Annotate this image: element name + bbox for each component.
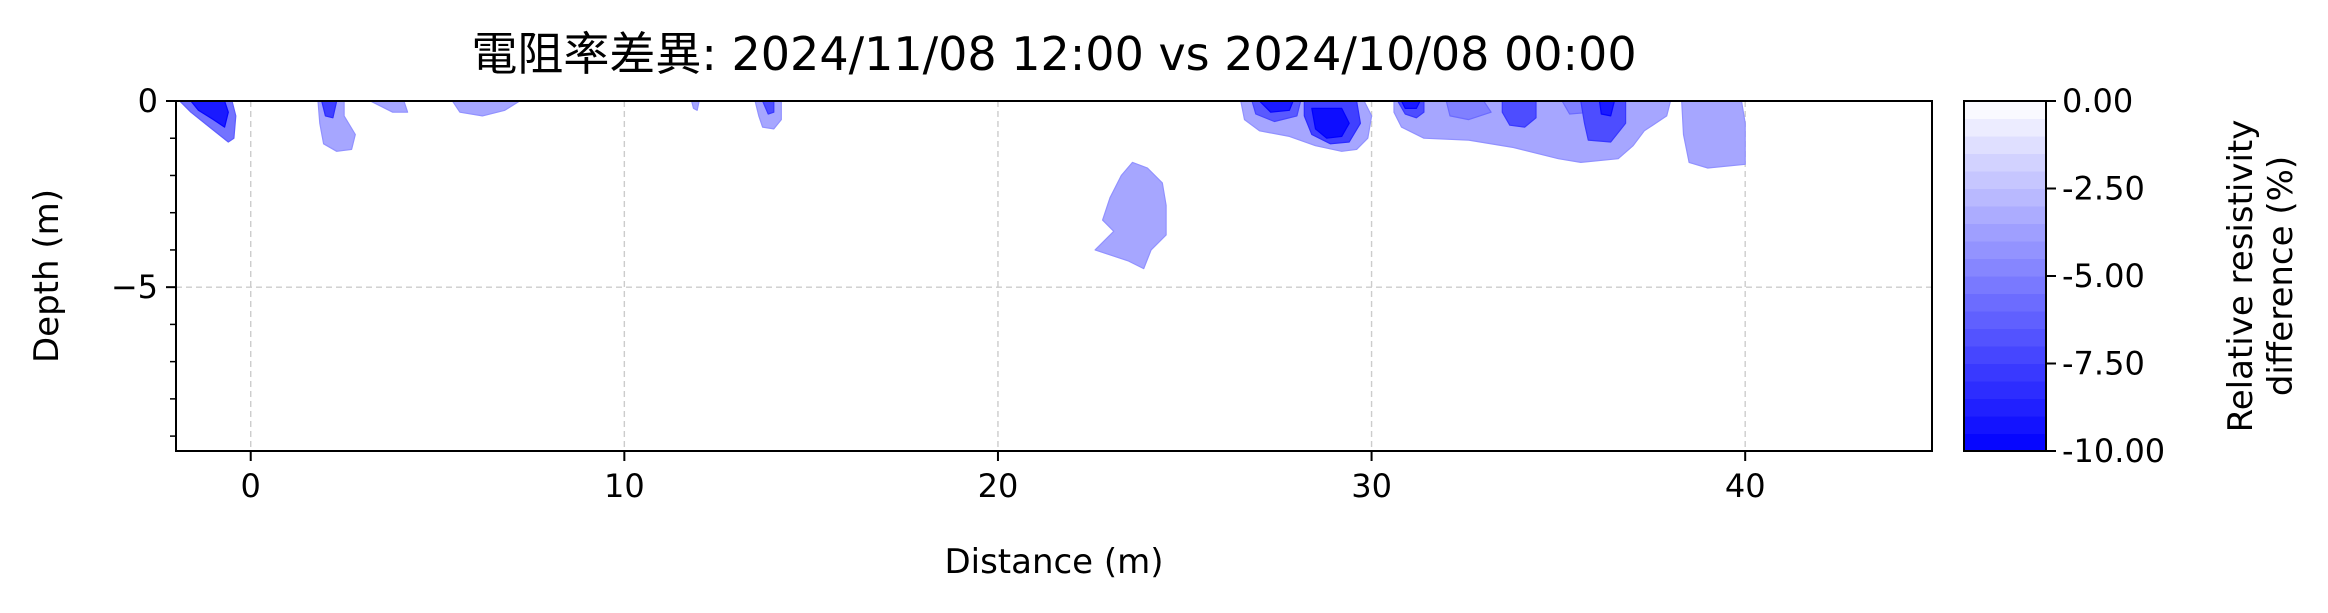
chart-title: 電阻率差異: 2024/11/08 12:00 vs 2024/10/08 00… bbox=[471, 27, 1636, 81]
x-tick-label: 40 bbox=[1725, 467, 1766, 505]
colorbar-band bbox=[1964, 381, 2046, 399]
colorbar-tick-label: -10.00 bbox=[2062, 432, 2165, 470]
region-anomaly-x34 bbox=[1501, 101, 1537, 128]
colorbar-tick-label: -5.00 bbox=[2062, 257, 2145, 295]
colorbar-band bbox=[1964, 276, 2046, 294]
colorbar-tick-label: -7.50 bbox=[2062, 345, 2145, 383]
region-anomaly-x36-core bbox=[1598, 101, 1616, 117]
y-axis-title: Depth (m) bbox=[27, 189, 67, 363]
region-anomaly-x14 bbox=[754, 101, 782, 130]
colorbar-label-line2: difference (%) bbox=[2261, 156, 2301, 396]
colorbar-band bbox=[1964, 346, 2046, 364]
plot-background bbox=[176, 101, 1932, 451]
x-tick-label: 10 bbox=[604, 467, 645, 505]
region-anomaly-left-edge-core bbox=[190, 101, 229, 128]
region-anomaly-x12 bbox=[690, 101, 700, 111]
colorbar-band bbox=[1964, 136, 2046, 154]
x-tick-label: 30 bbox=[1351, 467, 1392, 505]
colorbar-band bbox=[1964, 188, 2046, 207]
region-anomaly-x2-core bbox=[321, 101, 338, 119]
x-axis-title: Distance (m) bbox=[944, 542, 1163, 582]
region-anomaly-x14-core bbox=[761, 101, 775, 115]
colorbar-ticks: 0.00 -2.50 -5.00 -7.50 -10.00 bbox=[2046, 82, 2165, 470]
colorbar-band bbox=[1964, 416, 2046, 434]
anomaly-regions bbox=[179, 101, 1746, 270]
colorbar-band bbox=[1964, 258, 2046, 277]
region-anomaly-x23 bbox=[1094, 161, 1167, 270]
region-anomaly-x5-7 bbox=[451, 101, 521, 117]
x-axis: 0 10 20 30 40 bbox=[241, 451, 1766, 505]
x-tick-label: 0 bbox=[241, 467, 261, 505]
region-anomaly-x32-5 bbox=[1445, 101, 1492, 121]
region-anomaly-x31-core bbox=[1400, 101, 1421, 110]
colorbar-band bbox=[1964, 171, 2046, 189]
region-anomaly-x28-7-core bbox=[1311, 107, 1350, 139]
colorbar-band bbox=[1964, 118, 2046, 137]
x-tick-label: 20 bbox=[978, 467, 1019, 505]
colorbar-band bbox=[1964, 328, 2046, 347]
colorbar-band bbox=[1964, 206, 2046, 224]
colorbar-band bbox=[1964, 311, 2046, 329]
y-tick-label: 0 bbox=[138, 82, 158, 120]
region-anomaly-x36 bbox=[1580, 101, 1627, 143]
colorbar bbox=[1964, 101, 2046, 452]
plot-frame bbox=[175, 100, 1933, 452]
y-axis: 0 −5 bbox=[111, 82, 176, 437]
colorbar-label-line1: Relative resistivity bbox=[2221, 120, 2261, 433]
colorbar-band bbox=[1964, 153, 2046, 172]
colorbar-band bbox=[1964, 293, 2046, 312]
colorbar-band bbox=[1964, 398, 2046, 417]
colorbar-band bbox=[1964, 363, 2046, 382]
y-tick-label: −5 bbox=[111, 268, 158, 306]
colorbar-band bbox=[1964, 433, 2046, 452]
colorbar-tick-label: 0.00 bbox=[2062, 82, 2133, 120]
colorbar-band bbox=[1964, 241, 2046, 259]
region-anomaly-x3-7 bbox=[369, 101, 409, 113]
colorbar-tick-label: -2.50 bbox=[2062, 170, 2145, 208]
region-anomaly-x39 bbox=[1681, 101, 1746, 169]
region-anomaly-x27-core bbox=[1258, 101, 1294, 113]
colorbar-band bbox=[1964, 101, 2046, 119]
colorbar-band bbox=[1964, 223, 2046, 242]
